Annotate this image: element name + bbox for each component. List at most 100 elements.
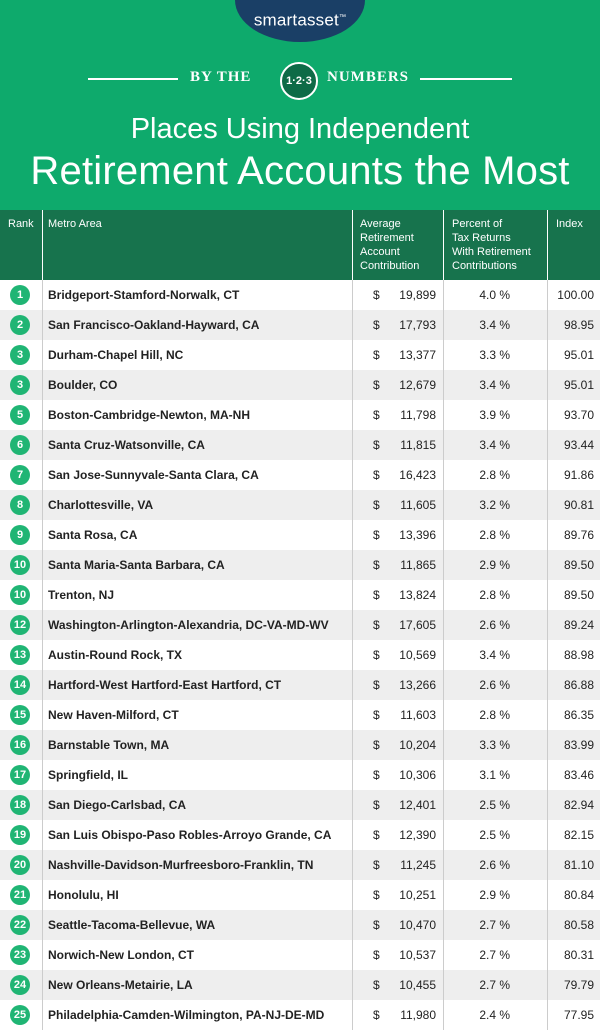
percent-cell: 2.5 % [479, 798, 510, 812]
table-row: 14 Hartford-West Hartford-East Hartford, … [0, 670, 600, 700]
table-row: 10 Santa Maria-Santa Barbara, CA $11,865 2.… [0, 550, 600, 580]
index-cell: 83.99 [563, 738, 594, 752]
index-cell: 89.76 [563, 528, 594, 542]
contribution-cell: 10,204 [399, 738, 436, 752]
table-row: 9 Santa Rosa, CA $13,396 2.8 % 89.76 [0, 520, 600, 550]
currency-symbol: $ [373, 738, 380, 752]
percent-cell: 2.4 % [479, 1008, 510, 1022]
percent-cell: 2.9 % [479, 888, 510, 902]
metro-area-cell: Boulder, CO [48, 378, 118, 392]
decorative-line-right [420, 78, 512, 80]
table-row: 3 Durham-Chapel Hill, NC $13,377 3.3 % 95.01 [0, 340, 600, 370]
contribution-cell: 11,798 [400, 408, 436, 422]
contribution-cell: 11,245 [400, 858, 436, 872]
table-row: 20 Nashville-Davidson-Murfreesboro-Frankl… [0, 850, 600, 880]
index-cell: 86.88 [563, 678, 594, 692]
contribution-cell: 11,605 [400, 498, 436, 512]
col-header-percent: Percent of Tax Returns With Retirement C… [452, 217, 531, 273]
col-header-percent-line: With Retirement [452, 246, 531, 258]
metro-area-cell: Barnstable Town, MA [48, 738, 170, 752]
rank-badge: 6 [10, 435, 30, 455]
metro-area-cell: Santa Rosa, CA [48, 528, 138, 542]
table-row: 10 Trenton, NJ $13,824 2.8 % 89.50 [0, 580, 600, 610]
rank-badge: 12 [10, 615, 30, 635]
index-cell: 86.35 [563, 708, 594, 722]
col-header-contribution-line: Retirement [360, 232, 414, 244]
table-row: 8 Charlottesville, VA $11,605 3.2 % 90.81 [0, 490, 600, 520]
currency-symbol: $ [373, 708, 380, 722]
rank-badge: 5 [10, 405, 30, 425]
rank-badge: 8 [10, 495, 30, 515]
contribution-cell: 13,266 [399, 678, 436, 692]
metro-area-cell: Hartford-West Hartford-East Hartford, CT [48, 678, 282, 692]
index-cell: 79.79 [563, 978, 594, 992]
metro-area-cell: Bridgeport-Stamford-Norwalk, CT [48, 288, 240, 302]
header-divider [443, 210, 444, 280]
col-header-rank: Rank [8, 218, 34, 230]
rank-badge: 19 [10, 825, 30, 845]
page-title-line1: Places Using Independent [130, 113, 470, 145]
index-cell: 95.01 [563, 348, 594, 362]
metro-area-cell: Austin-Round Rock, TX [48, 648, 182, 662]
percent-cell: 3.9 % [479, 408, 510, 422]
index-cell: 82.94 [563, 798, 594, 812]
currency-symbol: $ [373, 978, 380, 992]
rank-badge: 22 [10, 915, 30, 935]
metro-area-cell: Springfield, IL [48, 768, 128, 782]
metro-area-cell: Charlottesville, VA [48, 498, 154, 512]
metro-area-cell: Honolulu, HI [48, 888, 119, 902]
index-cell: 89.24 [563, 618, 594, 632]
page-title-line2: Retirement Accounts the Most [30, 149, 570, 193]
metro-area-cell: Trenton, NJ [48, 588, 115, 602]
currency-symbol: $ [373, 348, 380, 362]
col-header-percent-line: Tax Returns [452, 232, 511, 244]
table-row: 7 San Jose-Sunnyvale-Santa Clara, CA $16,4… [0, 460, 600, 490]
rank-badge: 14 [10, 675, 30, 695]
rank-badge: 20 [10, 855, 30, 875]
currency-symbol: $ [373, 558, 380, 572]
percent-cell: 2.7 % [479, 978, 510, 992]
contribution-cell: 10,251 [399, 888, 436, 902]
contribution-cell: 11,815 [400, 438, 436, 452]
banner-by-the: BY THE [190, 69, 252, 85]
currency-symbol: $ [373, 618, 380, 632]
rank-badge: 3 [10, 345, 30, 365]
currency-symbol: $ [373, 438, 380, 452]
metro-area-cell: Philadelphia-Camden-Wilmington, PA-NJ-DE… [48, 1008, 325, 1022]
decorative-line-left [88, 78, 178, 80]
table-row: 2 San Francisco-Oakland-Hayward, CA $17,79… [0, 310, 600, 340]
currency-symbol: $ [373, 1008, 380, 1022]
rank-badge: 15 [10, 705, 30, 725]
table-row: 25 Philadelphia-Camden-Wilmington, PA-NJ-… [0, 1000, 600, 1030]
brand-logo[interactable]: smartasset™ [235, 0, 365, 42]
contribution-cell: 12,679 [399, 378, 436, 392]
rank-badge: 10 [10, 555, 30, 575]
currency-symbol: $ [373, 288, 380, 302]
currency-symbol: $ [373, 678, 380, 692]
contribution-cell: 10,537 [399, 948, 436, 962]
col-header-percent-line: Percent of [452, 218, 503, 230]
metro-area-cell: San Francisco-Oakland-Hayward, CA [48, 318, 260, 332]
table-row: 15 New Haven-Milford, CT $11,603 2.8 % 86.35 [0, 700, 600, 730]
rank-badge: 23 [10, 945, 30, 965]
table-row: 19 San Luis Obispo-Paso Robles-Arroyo Gra… [0, 820, 600, 850]
contribution-cell: 11,980 [400, 1008, 436, 1022]
rank-badge: 21 [10, 885, 30, 905]
index-cell: 91.86 [563, 468, 594, 482]
currency-symbol: $ [373, 528, 380, 542]
index-cell: 83.46 [563, 768, 594, 782]
rank-badge: 16 [10, 735, 30, 755]
contribution-cell: 13,824 [399, 588, 436, 602]
rank-badge: 10 [10, 585, 30, 605]
currency-symbol: $ [373, 888, 380, 902]
col-header-contribution-line: Average [360, 218, 401, 230]
table-row: 21 Honolulu, HI $10,251 2.9 % 80.84 [0, 880, 600, 910]
column-divider [443, 280, 444, 1030]
percent-cell: 2.7 % [479, 948, 510, 962]
index-cell: 93.44 [563, 438, 594, 452]
contribution-cell: 12,390 [399, 828, 436, 842]
contribution-cell: 16,423 [399, 468, 436, 482]
table-row: 3 Boulder, CO $12,679 3.4 % 95.01 [0, 370, 600, 400]
contribution-cell: 19,899 [399, 288, 436, 302]
percent-cell: 3.4 % [479, 438, 510, 452]
